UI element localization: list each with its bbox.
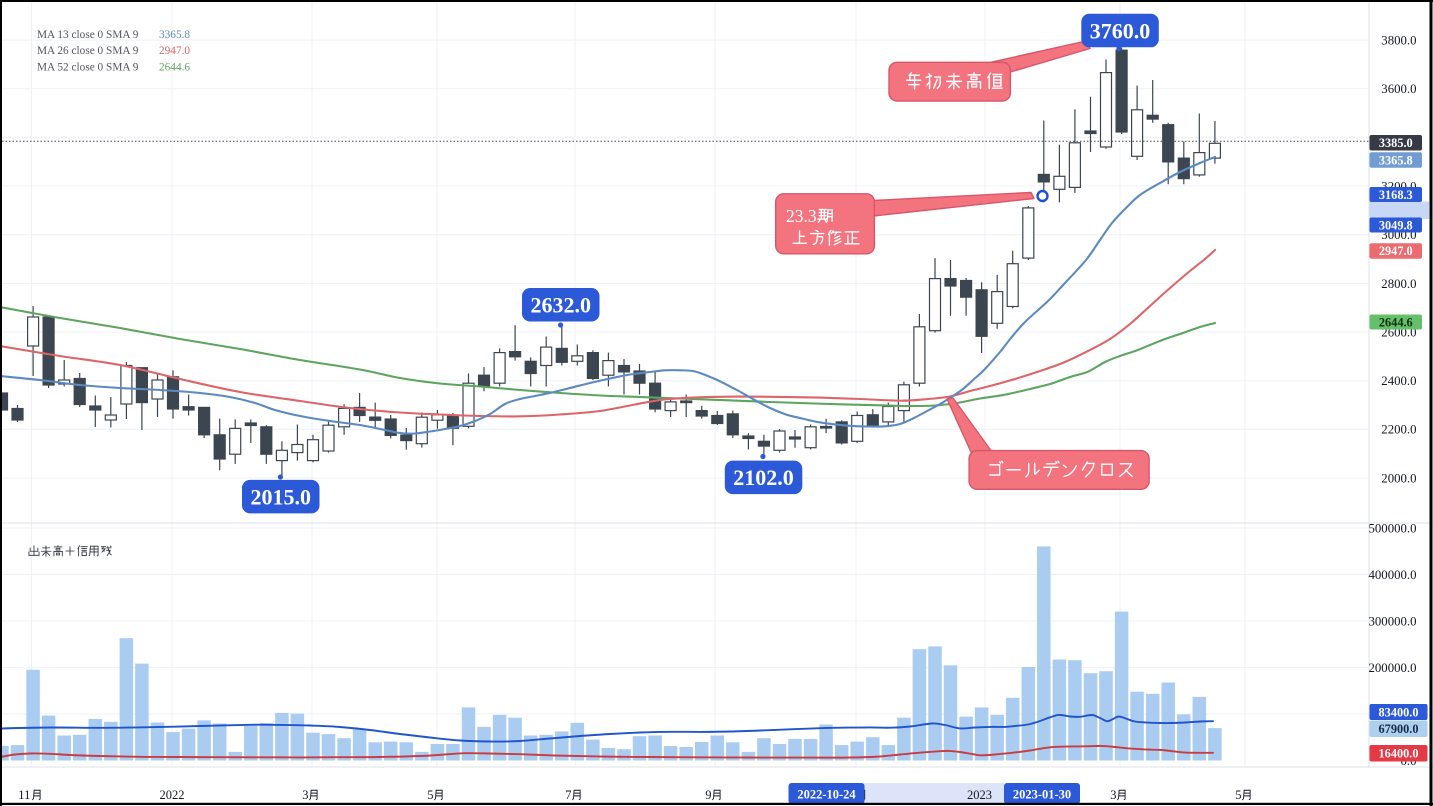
svg-text:5: 5 — [427, 788, 433, 802]
svg-text:2947.0: 2947.0 — [159, 45, 190, 57]
svg-text:2023: 2023 — [967, 788, 992, 802]
svg-text:83400.0: 83400.0 — [1379, 705, 1419, 719]
svg-text:2632.0: 2632.0 — [530, 293, 591, 318]
svg-text:2022-10-24: 2022-10-24 — [797, 788, 856, 802]
svg-text:7: 7 — [565, 788, 571, 802]
svg-text:3365.8: 3365.8 — [159, 29, 190, 41]
svg-text:2015.0: 2015.0 — [250, 485, 311, 510]
svg-text:3600.0: 3600.0 — [1381, 82, 1416, 96]
svg-text:400000.0: 400000.0 — [1369, 568, 1417, 582]
svg-text:3760.0: 3760.0 — [1090, 18, 1151, 43]
svg-text:2947.0: 2947.0 — [1379, 244, 1413, 258]
svg-text:3168.3: 3168.3 — [1379, 188, 1413, 202]
svg-text:500000.0: 500000.0 — [1369, 521, 1417, 535]
svg-text:11: 11 — [18, 788, 30, 802]
svg-text:3: 3 — [302, 788, 308, 802]
svg-text:2800.0: 2800.0 — [1381, 277, 1416, 291]
svg-text:3: 3 — [1110, 788, 1116, 802]
svg-text:2644.6: 2644.6 — [159, 61, 190, 73]
svg-text:3365.8: 3365.8 — [1379, 153, 1413, 167]
svg-text:2022: 2022 — [160, 788, 185, 802]
svg-text:3049.8: 3049.8 — [1379, 218, 1413, 232]
svg-text:2000.0: 2000.0 — [1381, 471, 1416, 485]
svg-text:16400.0: 16400.0 — [1379, 747, 1419, 761]
svg-text:3800.0: 3800.0 — [1381, 34, 1416, 48]
svg-text:9: 9 — [705, 788, 711, 802]
svg-text:5: 5 — [1235, 788, 1241, 802]
svg-text:MA 26 close 0 SMA 9: MA 26 close 0 SMA 9 — [37, 45, 139, 57]
svg-text:2023-01-30: 2023-01-30 — [1013, 788, 1071, 802]
svg-text:3385.0: 3385.0 — [1379, 136, 1413, 150]
svg-text:23.3: 23.3 — [786, 206, 817, 226]
svg-text:300000.0: 300000.0 — [1369, 614, 1417, 628]
svg-text:2200.0: 2200.0 — [1381, 423, 1416, 437]
svg-text:2644.6: 2644.6 — [1379, 315, 1413, 329]
svg-text:67900.0: 67900.0 — [1379, 722, 1419, 736]
svg-text:2400.0: 2400.0 — [1381, 374, 1416, 388]
svg-text:200000.0: 200000.0 — [1369, 661, 1417, 675]
svg-text:MA 52 close 0 SMA 9: MA 52 close 0 SMA 9 — [37, 61, 139, 73]
svg-text:MA 13 close 0 SMA 9: MA 13 close 0 SMA 9 — [37, 29, 139, 41]
svg-text:2102.0: 2102.0 — [733, 465, 794, 490]
